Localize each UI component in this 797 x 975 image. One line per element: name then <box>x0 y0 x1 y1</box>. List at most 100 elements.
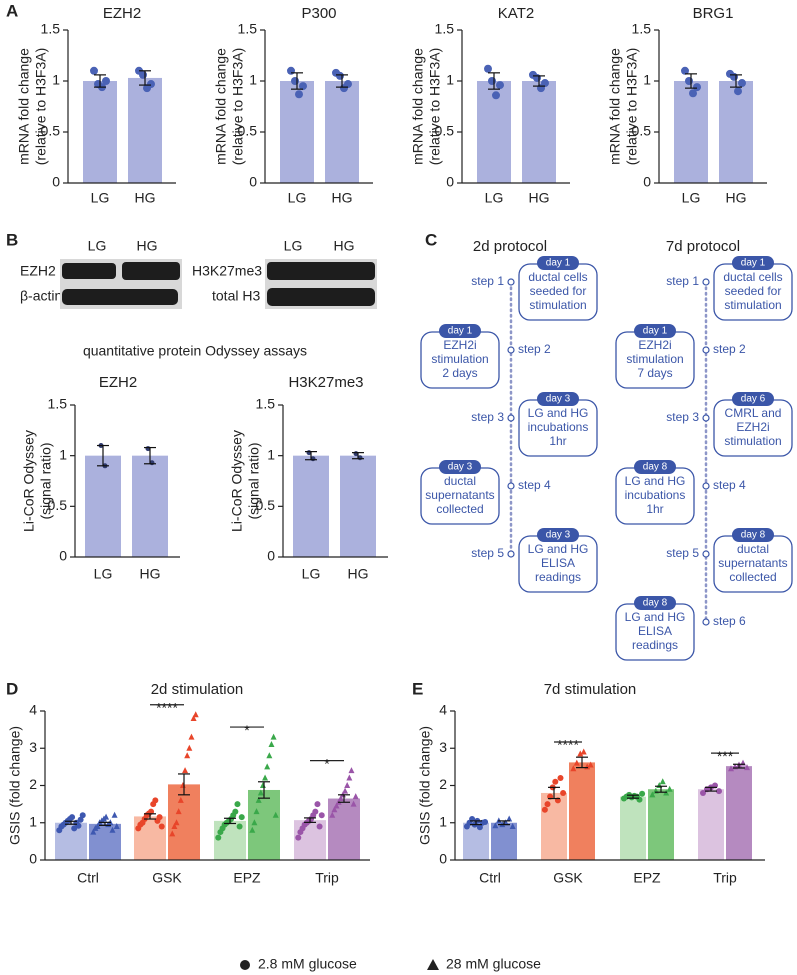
y-axis-label: mRNA fold change <box>16 48 32 165</box>
legend-marker <box>427 959 439 970</box>
day-tag <box>634 460 676 474</box>
data-point <box>109 826 116 833</box>
data-point <box>77 816 84 823</box>
day-label: day 1 <box>741 258 766 269</box>
box-text: EZH2i <box>443 338 476 352</box>
y-axis-label: (relative to H3F3A) <box>230 48 246 165</box>
data-point <box>344 782 351 788</box>
box-text: ductal cells <box>723 270 782 284</box>
box-text: incubations <box>528 420 589 434</box>
y-tick-label: 0 <box>446 174 454 190</box>
box-text: collected <box>729 570 776 584</box>
y-tick-label: 1.5 <box>48 396 68 412</box>
panel-label: D <box>6 679 18 698</box>
step-label: step 4 <box>518 478 551 492</box>
data-point <box>175 808 182 815</box>
data-point <box>730 72 738 81</box>
x-tick-label: LG <box>302 566 321 582</box>
day-label: day 3 <box>546 394 571 405</box>
blot-band <box>267 262 375 280</box>
box-text: ductal <box>444 474 476 488</box>
day-tag <box>732 528 774 542</box>
step-label: step 6 <box>713 614 746 628</box>
blot-row-label: β-actin <box>20 288 62 304</box>
panel-label: E <box>412 679 423 698</box>
data-point <box>541 806 548 813</box>
day-tag <box>634 596 676 610</box>
significance-label: **** <box>156 699 178 715</box>
y-axis-label: Li-CoR Odyssey <box>21 430 37 532</box>
data-point <box>147 80 155 89</box>
data-point <box>541 79 549 88</box>
x-tick-label: HG <box>332 190 353 206</box>
significance-label: *** <box>717 748 734 764</box>
data-point <box>544 801 551 808</box>
data-point <box>79 812 86 819</box>
bar <box>698 789 724 860</box>
data-point <box>113 822 120 829</box>
data-point <box>316 823 323 830</box>
box-text: collected <box>436 502 483 516</box>
bar <box>325 81 359 183</box>
step-label: step 1 <box>471 274 504 288</box>
box-text: stimulation <box>724 298 781 312</box>
chart-title: EZH2 <box>99 374 137 391</box>
day-label: day 1 <box>643 326 668 337</box>
y-tick-label: 0.5 <box>632 123 652 139</box>
y-tick-label: 0 <box>29 851 37 867</box>
chart-title: 2d stimulation <box>151 681 244 698</box>
y-tick-label: 0 <box>267 548 275 564</box>
bar <box>128 77 162 183</box>
chart-title: EZH2 <box>103 5 141 22</box>
y-tick-label: 0.5 <box>238 123 258 139</box>
blot-row-label: EZH2 <box>20 263 56 279</box>
x-tick-label: EPZ <box>233 870 261 886</box>
bar <box>168 784 200 860</box>
data-point <box>492 822 499 829</box>
data-point <box>75 822 82 829</box>
day-label: day 1 <box>448 326 473 337</box>
blot-row-label: H3K27me3 <box>192 263 262 279</box>
box-text: ductal <box>737 542 769 556</box>
y-tick-label: 1.5 <box>41 21 61 37</box>
data-point <box>318 812 325 819</box>
data-point <box>102 77 110 85</box>
data-point <box>253 808 260 815</box>
step-label: step 2 <box>713 342 746 356</box>
data-point <box>689 89 697 98</box>
data-point <box>249 826 256 833</box>
box-text: supernatants <box>425 488 494 502</box>
y-tick-label: 4 <box>439 702 447 718</box>
data-point <box>268 741 275 748</box>
panel-label: A <box>6 1 18 20</box>
data-point <box>331 806 338 813</box>
y-axis-label: GSIS (fold change) <box>417 726 433 845</box>
data-point <box>295 834 302 841</box>
data-point <box>257 789 264 796</box>
box-text: ductal cells <box>528 270 587 284</box>
box-text: seeded for <box>725 284 782 298</box>
y-axis-label: Li-CoR Odyssey <box>229 430 245 532</box>
data-point <box>484 64 492 73</box>
box-text: readings <box>535 570 581 584</box>
bar <box>719 81 753 183</box>
step-dot <box>507 482 515 490</box>
x-tick-label: Ctrl <box>479 870 501 886</box>
y-tick-label: 0 <box>52 174 60 190</box>
protocol-title: 2d protocol <box>473 238 547 255</box>
x-tick-label: Ctrl <box>77 870 99 886</box>
data-point <box>312 808 319 815</box>
data-point <box>291 77 299 85</box>
box-text: 2 days <box>442 366 477 380</box>
y-tick-label: 1 <box>643 72 651 88</box>
data-point <box>693 83 701 92</box>
data-point <box>482 819 489 826</box>
x-tick-label: LG <box>94 566 113 582</box>
y-tick-label: 0 <box>439 851 447 867</box>
box-text: supernatants <box>718 556 787 570</box>
data-point <box>496 81 504 90</box>
x-tick-label: GSK <box>553 870 583 886</box>
y-tick-label: 1 <box>446 72 454 88</box>
chart-title: H3K27me3 <box>288 374 363 391</box>
bar <box>132 455 168 557</box>
